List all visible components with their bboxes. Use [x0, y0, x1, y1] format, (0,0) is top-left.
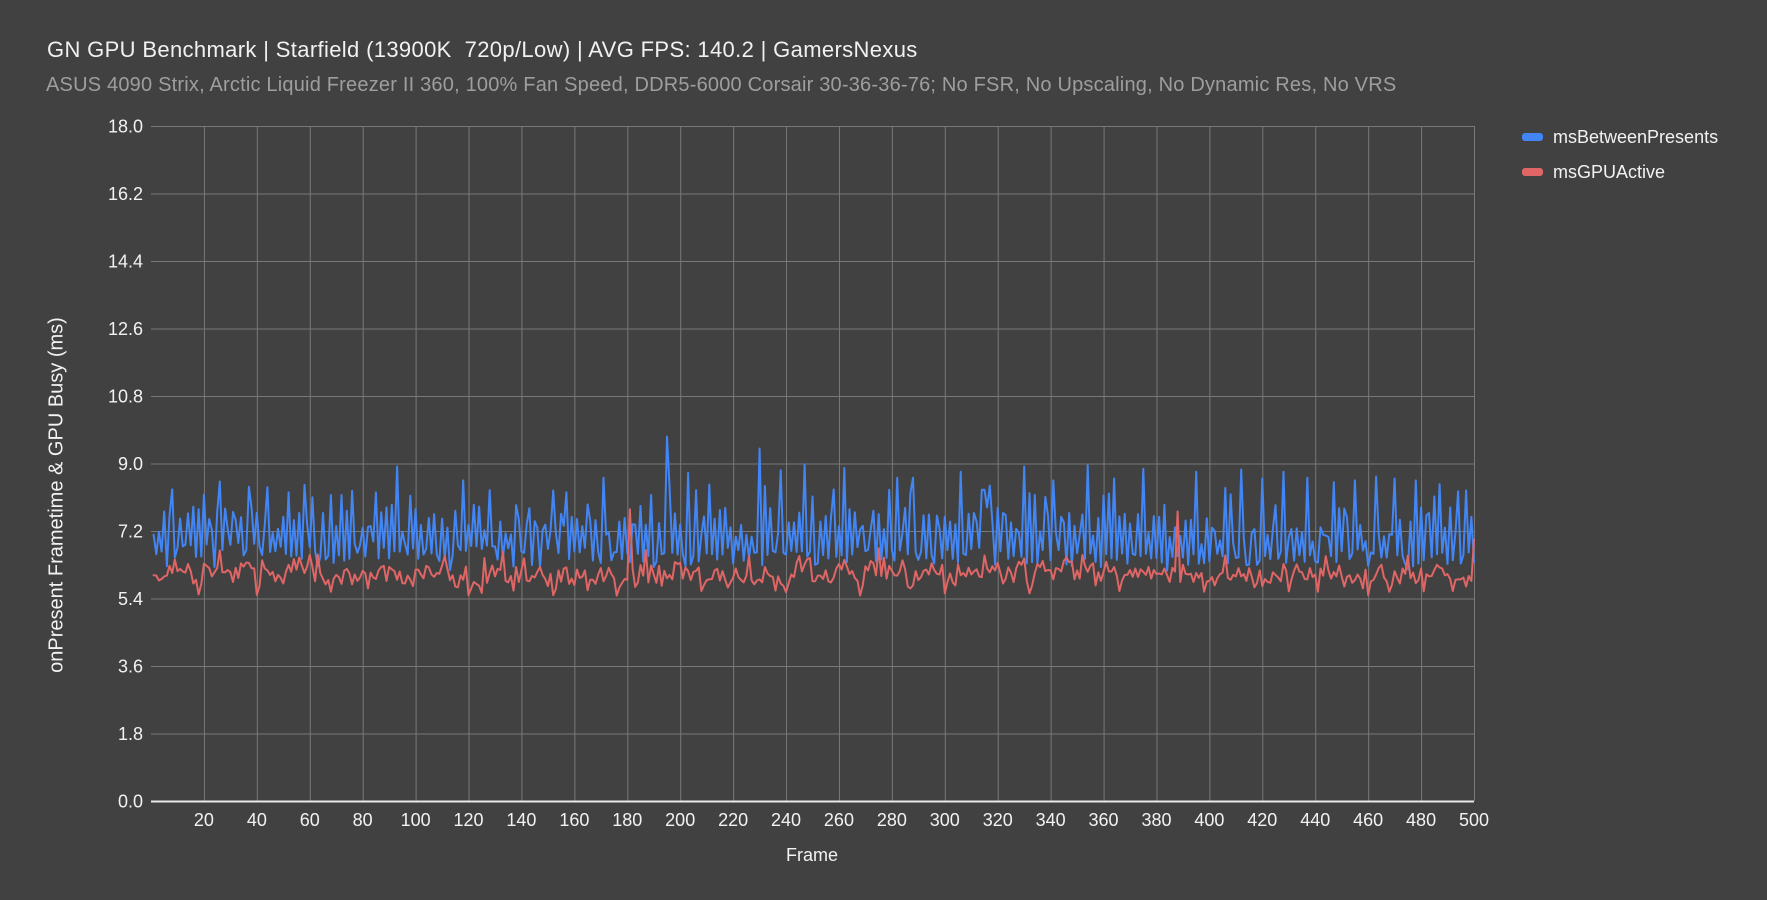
y-tick-label-1.8: 1.8 — [118, 724, 143, 744]
x-tick-label-340: 340 — [1036, 810, 1066, 830]
x-tick-label-220: 220 — [718, 810, 748, 830]
x-tick-label-240: 240 — [771, 810, 801, 830]
legend-item-msBetweenPresents: msBetweenPresents — [1522, 126, 1718, 148]
y-tick-label-9.0: 9.0 — [118, 454, 143, 474]
y-tick-label-10.8: 10.8 — [108, 387, 143, 407]
x-tick-label-100: 100 — [401, 810, 431, 830]
x-tick-label-160: 160 — [559, 810, 589, 830]
x-tick-label-460: 460 — [1353, 810, 1383, 830]
x-tick-label-360: 360 — [1089, 810, 1119, 830]
x-tick-label-500: 500 — [1459, 810, 1489, 830]
legend-label-msGPUActive: msGPUActive — [1553, 161, 1666, 182]
x-tick-label-400: 400 — [1194, 810, 1224, 830]
legend: msBetweenPresents msGPUActive — [1522, 126, 1718, 196]
y-tick-label-5.4: 5.4 — [118, 589, 143, 609]
series-line-msGPUActive — [152, 508, 1475, 597]
y-tick-label-0.0: 0.0 — [118, 792, 143, 812]
y-tick-label-18.0: 18.0 — [108, 117, 143, 137]
y-tick-label-16.2: 16.2 — [108, 184, 143, 204]
y-tick-label-12.6: 12.6 — [108, 319, 143, 339]
x-tick-label-480: 480 — [1406, 810, 1436, 830]
x-tick-label-80: 80 — [353, 810, 373, 830]
x-axis-label: Frame — [785, 845, 839, 865]
x-tick-label-320: 320 — [983, 810, 1013, 830]
legend-label-msBetweenPresents: msBetweenPresents — [1553, 126, 1719, 147]
x-tick-label-200: 200 — [665, 810, 695, 830]
x-tick-label-40: 40 — [247, 810, 267, 830]
x-tick-label-180: 180 — [612, 810, 642, 830]
chart-subtitle: ASUS 4090 Strix, Arctic Liquid Freezer I… — [46, 74, 1397, 96]
x-tick-label-380: 380 — [1141, 810, 1171, 830]
x-tick-label-300: 300 — [930, 810, 960, 830]
x-tick-label-20: 20 — [194, 810, 214, 830]
x-tick-label-260: 260 — [824, 810, 854, 830]
legend-swatch-msBetweenPresents — [1522, 133, 1543, 141]
x-tick-label-120: 120 — [453, 810, 483, 830]
x-tick-label-140: 140 — [506, 810, 536, 830]
y-tick-label-7.2: 7.2 — [118, 522, 143, 542]
y-tick-label-14.4: 14.4 — [108, 252, 143, 272]
x-tick-label-440: 440 — [1300, 810, 1330, 830]
chart-title: GN GPU Benchmark | Starfield (13900K 720… — [47, 37, 918, 62]
y-axis-label: onPresent Frametime & GPU Busy (ms) — [45, 317, 68, 673]
y-tick-label-3.6: 3.6 — [118, 657, 143, 677]
x-tick-label-420: 420 — [1247, 810, 1277, 830]
x-tick-label-280: 280 — [877, 810, 907, 830]
series-line-msBetweenPresents — [152, 435, 1475, 572]
legend-item-msGPUActive: msGPUActive — [1522, 161, 1718, 183]
legend-swatch-msGPUActive — [1522, 168, 1543, 176]
x-tick-label-60: 60 — [300, 810, 320, 830]
